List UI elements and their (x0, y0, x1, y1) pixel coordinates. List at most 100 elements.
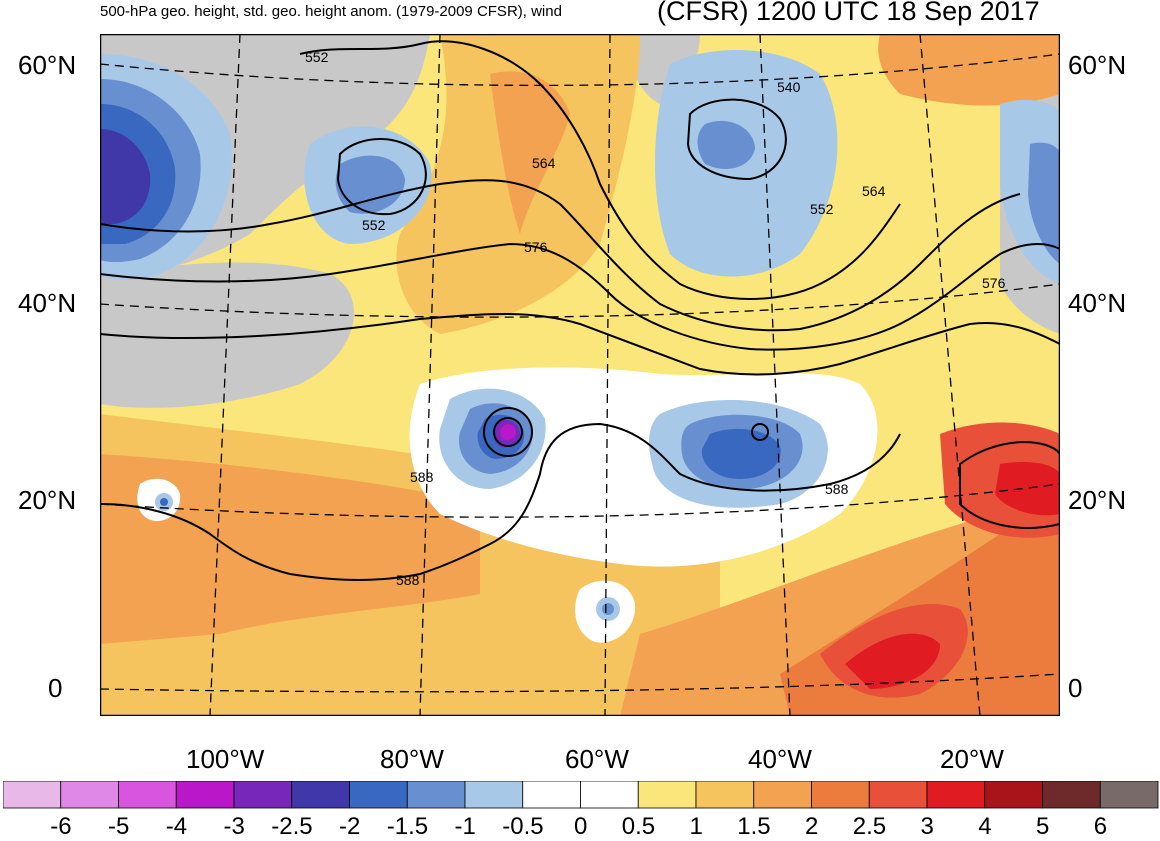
colorbar (3, 781, 1159, 809)
colorbar-swatch (926, 781, 986, 809)
lat-label-60n-left: 60°N (18, 50, 77, 80)
colorbar-swatch (522, 781, 581, 809)
colorbar-tick-label: 0 (574, 813, 588, 840)
contour-label-576-b: 576 (982, 275, 1006, 291)
anomaly-neg-central-core (701, 428, 781, 479)
anomaly-neg-gulf-low-core (160, 498, 168, 506)
contour-label-552-a: 552 (305, 49, 329, 65)
contour-label-588-a: 588 (410, 469, 434, 485)
colorbar-swatch (464, 781, 524, 809)
anomaly-max-africa (995, 462, 1060, 516)
colorbar-swatch (811, 781, 870, 809)
colorbar-swatch (291, 781, 350, 809)
contour-552-north (299, 40, 901, 300)
graticule-40w (759, 34, 791, 716)
colorbar-tick-label: -5 (108, 813, 130, 840)
graticule-80w (419, 34, 441, 716)
colorbar-swatch (406, 781, 466, 809)
colorbar-swatch (984, 781, 1043, 809)
colorbar-tick-label: -4 (165, 813, 188, 840)
contour-label-588-b: 588 (825, 481, 849, 497)
colorbar-swatch (3, 781, 62, 809)
contour-582 (100, 313, 1060, 376)
contour-label-552-b: 552 (362, 217, 386, 233)
colorbar-tick-label: 3 (920, 813, 934, 840)
colorbar-tick-label: 2 (805, 813, 819, 840)
contour-564 (100, 179, 1021, 332)
lat-label-40n-left: 40°N (18, 288, 77, 318)
contour-label-group: 552 564 552 576 540 552 564 576 588 588 … (305, 49, 1006, 588)
graticule-100w (209, 34, 241, 716)
contour-label-540: 540 (777, 79, 801, 95)
contour-label-564-a: 564 (532, 155, 556, 171)
colorbar-tick-label: -0.5 (502, 813, 544, 840)
colorbar-tick-label: 1.5 (737, 813, 771, 840)
colorbar-swatch (233, 781, 293, 809)
colorbar-swatch (580, 781, 639, 809)
contour-africa-ridge (959, 441, 1060, 529)
colorbar-tick-label: -1 (454, 813, 476, 840)
anomaly-pos-region-labrador-core (490, 71, 570, 234)
colorbar-swatch (118, 781, 177, 809)
lon-label-60w: 60°W (565, 744, 629, 774)
colorbar-swatch (637, 781, 697, 809)
colorbar-swatch (60, 781, 119, 809)
contour-588 (100, 422, 901, 581)
anomaly-neg-hudson-core (100, 129, 151, 224)
colorbar-tick-label: -2 (339, 813, 361, 840)
colorbar-tick-label: 2.5 (852, 813, 887, 840)
contour-newfoundland-low (336, 138, 427, 216)
anomaly-neg-jose-center (500, 423, 516, 441)
colorbar-swatch (1099, 781, 1159, 809)
graticule-60w (604, 34, 611, 716)
anomaly-max-tropical (845, 633, 940, 689)
colorbar-swatch (868, 781, 928, 809)
contour-central-low (751, 423, 769, 441)
anomaly-pos-region-north-atlantic (878, 34, 1060, 106)
contour-label-588-c: 588 (396, 572, 420, 588)
graticule (100, 34, 1060, 716)
contour-label-552-c: 552 (810, 201, 834, 217)
lat-label-20n-left: 20°N (18, 485, 77, 515)
anomaly-neg-europe-core (1028, 142, 1060, 264)
colorbar-tick-label: -3 (223, 813, 245, 840)
height-contours (100, 40, 1060, 581)
colorbar-swatch (1042, 781, 1101, 809)
lat-label-0-right: 0 (1068, 673, 1083, 703)
lat-label-60n-right: 60°N (1068, 50, 1127, 80)
map-frame (100, 34, 1060, 716)
contour-jose-outer (483, 407, 533, 457)
colorbar-swatch (175, 781, 235, 809)
lat-label-40n-right: 40°N (1068, 288, 1127, 318)
lon-label-100w: 100°W (186, 744, 265, 774)
masked-land-greenland (629, 34, 700, 104)
colorbar-swatch (695, 781, 755, 809)
colorbar-tick-label: 4 (978, 813, 992, 840)
map-subtitle: 500-hPa geo. height, std. geo. height an… (100, 3, 562, 20)
colorbar-tick-label: -6 (50, 813, 72, 840)
contour-576 (100, 242, 1060, 351)
anomaly-map: 552 564 552 576 540 552 564 576 588 588 … (100, 34, 1060, 716)
contour-label-576-a: 576 (524, 239, 548, 255)
lon-label-40w: 40°W (748, 744, 812, 774)
contour-atlantic-trough-low (686, 98, 787, 181)
colorbar-tick-label: 6 (1093, 813, 1108, 840)
colorbar-tick-label: 0.5 (621, 813, 656, 840)
lat-label-20n-right: 20°N (1068, 485, 1127, 515)
anomaly-pos-region-mexico (100, 454, 480, 644)
colorbar-tick-label: 5 (1036, 813, 1050, 840)
colorbar-tick-label: -2.5 (271, 813, 313, 840)
map-title: (CFSR) 1200 UTC 18 Sep 2017 (657, 0, 1040, 26)
contour-jose-inner (493, 417, 523, 447)
anomaly-neg-atlantic-trough-core (697, 120, 755, 169)
graticule-20w (919, 34, 981, 716)
colorbar-swatch (349, 781, 408, 809)
lat-label-0-left: 0 (48, 673, 63, 703)
anomaly-neg-newfoundland-core (335, 155, 405, 214)
colorbar-tick-label: -1.5 (386, 813, 429, 840)
lon-label-20w: 20°W (940, 744, 1004, 774)
lon-label-80w: 80°W (380, 744, 444, 774)
contour-label-564-b: 564 (862, 183, 886, 199)
anomaly-neg-caribbean-low-core (602, 603, 614, 615)
colorbar-swatch (753, 781, 812, 809)
